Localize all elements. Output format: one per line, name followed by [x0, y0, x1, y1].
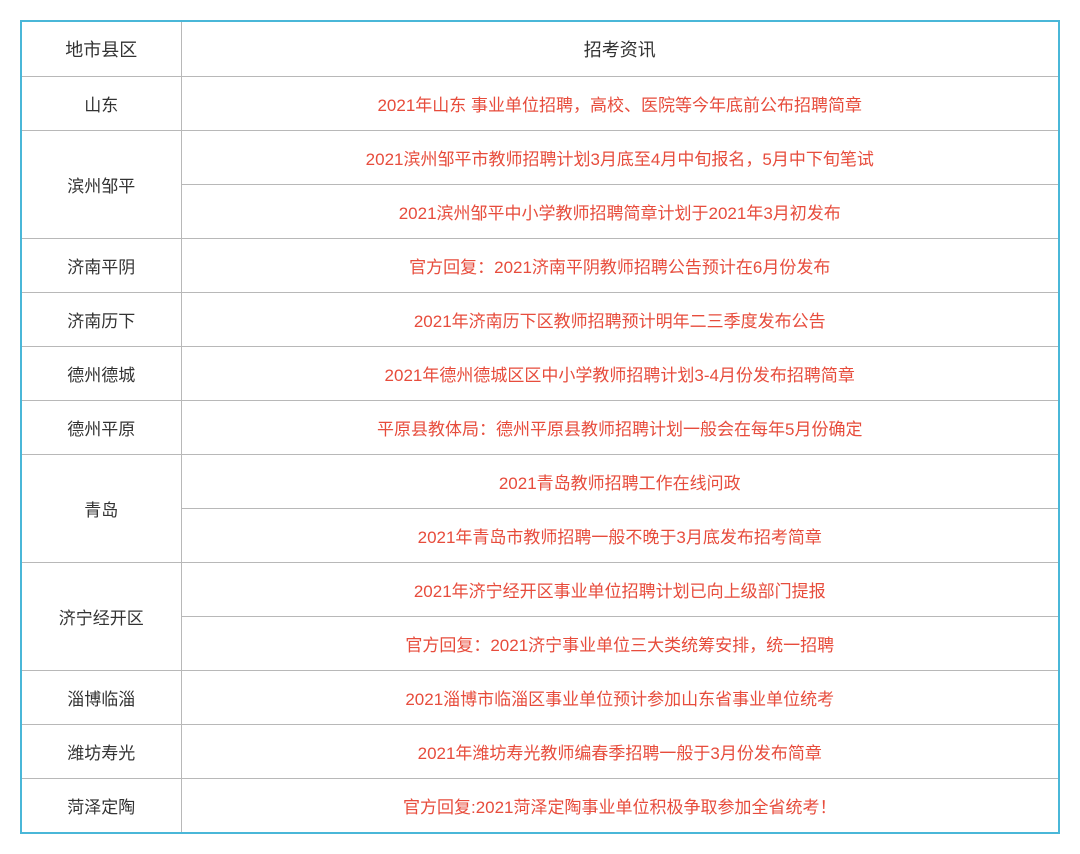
info-cell[interactable]: 官方回复：2021济南平阴教师招聘公告预计在6月份发布	[181, 239, 1059, 293]
info-cell[interactable]: 2021淄博市临淄区事业单位预计参加山东省事业单位统考	[181, 671, 1059, 725]
info-cell[interactable]: 2021青岛教师招聘工作在线问政	[181, 455, 1059, 509]
table-row: 济南平阴官方回复：2021济南平阴教师招聘公告预计在6月份发布	[21, 239, 1059, 293]
table-row: 青岛2021青岛教师招聘工作在线问政	[21, 455, 1059, 509]
info-cell[interactable]: 2021年潍坊寿光教师编春季招聘一般于3月份发布简章	[181, 725, 1059, 779]
info-cell[interactable]: 2021年济宁经开区事业单位招聘计划已向上级部门提报	[181, 563, 1059, 617]
info-cell[interactable]: 2021年济南历下区教师招聘预计明年二三季度发布公告	[181, 293, 1059, 347]
region-cell: 淄博临淄	[21, 671, 181, 725]
region-cell: 山东	[21, 77, 181, 131]
recruitment-table: 地市县区 招考资讯 山东2021年山东 事业单位招聘，高校、医院等今年底前公布招…	[20, 20, 1060, 834]
region-cell: 德州平原	[21, 401, 181, 455]
region-cell: 菏泽定陶	[21, 779, 181, 834]
info-cell[interactable]: 2021滨州邹平中小学教师招聘简章计划于2021年3月初发布	[181, 185, 1059, 239]
table-row: 山东2021年山东 事业单位招聘，高校、医院等今年底前公布招聘简章	[21, 77, 1059, 131]
info-cell[interactable]: 官方回复：2021济宁事业单位三大类统筹安排，统一招聘	[181, 617, 1059, 671]
info-cell[interactable]: 2021年山东 事业单位招聘，高校、医院等今年底前公布招聘简章	[181, 77, 1059, 131]
info-cell[interactable]: 官方回复:2021菏泽定陶事业单位积极争取参加全省统考！	[181, 779, 1059, 834]
info-cell[interactable]: 2021年德州德城区区中小学教师招聘计划3-4月份发布招聘简章	[181, 347, 1059, 401]
header-info: 招考资讯	[181, 21, 1059, 77]
table-row: 菏泽定陶官方回复:2021菏泽定陶事业单位积极争取参加全省统考！	[21, 779, 1059, 834]
table-row: 济南历下2021年济南历下区教师招聘预计明年二三季度发布公告	[21, 293, 1059, 347]
table-row: 淄博临淄2021淄博市临淄区事业单位预计参加山东省事业单位统考	[21, 671, 1059, 725]
region-cell: 滨州邹平	[21, 131, 181, 239]
table-body: 山东2021年山东 事业单位招聘，高校、医院等今年底前公布招聘简章滨州邹平202…	[21, 77, 1059, 834]
region-cell: 济宁经开区	[21, 563, 181, 671]
region-cell: 潍坊寿光	[21, 725, 181, 779]
info-cell[interactable]: 2021滨州邹平市教师招聘计划3月底至4月中旬报名，5月中下旬笔试	[181, 131, 1059, 185]
info-cell[interactable]: 2021年青岛市教师招聘一般不晚于3月底发布招考简章	[181, 509, 1059, 563]
table-row: 滨州邹平2021滨州邹平市教师招聘计划3月底至4月中旬报名，5月中下旬笔试	[21, 131, 1059, 185]
region-cell: 济南历下	[21, 293, 181, 347]
table-header-row: 地市县区 招考资讯	[21, 21, 1059, 77]
region-cell: 青岛	[21, 455, 181, 563]
region-cell: 济南平阴	[21, 239, 181, 293]
region-cell: 德州德城	[21, 347, 181, 401]
table-row: 济宁经开区2021年济宁经开区事业单位招聘计划已向上级部门提报	[21, 563, 1059, 617]
table-row: 德州平原平原县教体局：德州平原县教师招聘计划一般会在每年5月份确定	[21, 401, 1059, 455]
info-cell[interactable]: 平原县教体局：德州平原县教师招聘计划一般会在每年5月份确定	[181, 401, 1059, 455]
table-row: 潍坊寿光2021年潍坊寿光教师编春季招聘一般于3月份发布简章	[21, 725, 1059, 779]
header-region: 地市县区	[21, 21, 181, 77]
table-row: 德州德城2021年德州德城区区中小学教师招聘计划3-4月份发布招聘简章	[21, 347, 1059, 401]
recruitment-table-container: 地市县区 招考资讯 山东2021年山东 事业单位招聘，高校、医院等今年底前公布招…	[20, 20, 1060, 834]
